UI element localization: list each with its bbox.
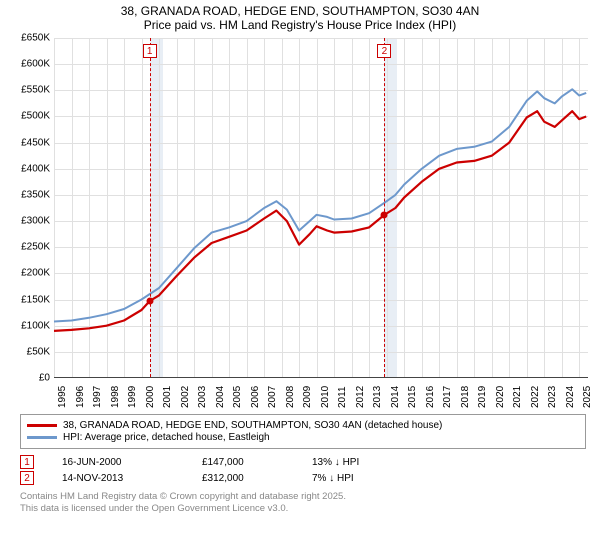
x-tick-label: 2015 (407, 386, 418, 408)
legend-swatch (27, 424, 57, 427)
x-tick-label: 2023 (547, 386, 558, 408)
y-tick-label: £150K (8, 294, 50, 305)
x-tick-label: 2024 (565, 386, 576, 408)
sale-row: 1 16-JUN-2000 £147,000 13% ↓ HPI (20, 455, 586, 469)
legend-item-price-paid: 38, GRANADA ROAD, HEDGE END, SOUTHAMPTON… (27, 420, 579, 431)
y-tick-label: £450K (8, 137, 50, 148)
legend-label: HPI: Average price, detached house, East… (63, 432, 270, 443)
sale-marker-flag: 1 (143, 44, 157, 58)
y-tick-label: £100K (8, 320, 50, 331)
series-price_paid (54, 111, 586, 331)
x-tick-label: 2008 (285, 386, 296, 408)
y-tick-label: £400K (8, 163, 50, 174)
legend: 38, GRANADA ROAD, HEDGE END, SOUTHAMPTON… (20, 414, 586, 449)
y-tick-label: £200K (8, 268, 50, 279)
x-tick-label: 2002 (180, 386, 191, 408)
sales-table: 1 16-JUN-2000 £147,000 13% ↓ HPI 2 14-NO… (20, 455, 586, 485)
x-tick-label: 1998 (110, 386, 121, 408)
y-tick-label: £0 (8, 373, 50, 384)
sale-dot (381, 211, 388, 218)
x-tick-label: 2006 (250, 386, 261, 408)
series-svg (54, 38, 588, 378)
x-tick-label: 2025 (582, 386, 593, 408)
footer-attribution: Contains HM Land Registry data © Crown c… (20, 491, 592, 516)
x-tick-label: 1999 (127, 386, 138, 408)
sale-dot (146, 298, 153, 305)
title-line-2: Price paid vs. HM Land Registry's House … (8, 18, 592, 32)
x-tick-label: 2018 (460, 386, 471, 408)
chart-container: 38, GRANADA ROAD, HEDGE END, SOUTHAMPTON… (0, 0, 600, 516)
title-line-1: 38, GRANADA ROAD, HEDGE END, SOUTHAMPTON… (8, 4, 592, 18)
y-tick-label: £600K (8, 59, 50, 70)
y-tick-label: £500K (8, 111, 50, 122)
x-tick-label: 2016 (425, 386, 436, 408)
x-tick-label: 2003 (197, 386, 208, 408)
plot-area: £0£50K£100K£150K£200K£250K£300K£350K£400… (54, 38, 588, 378)
x-tick-label: 2020 (495, 386, 506, 408)
x-tick-label: 1996 (75, 386, 86, 408)
y-tick-label: £50K (8, 346, 50, 357)
y-tick-label: £650K (8, 33, 50, 44)
sale-marker-icon: 2 (20, 471, 34, 485)
x-tick-label: 2019 (477, 386, 488, 408)
legend-swatch (27, 436, 57, 439)
legend-label: 38, GRANADA ROAD, HEDGE END, SOUTHAMPTON… (63, 420, 442, 431)
footer-line-1: Contains HM Land Registry data © Crown c… (20, 491, 592, 503)
sale-price: £312,000 (202, 473, 312, 484)
x-tick-label: 2004 (215, 386, 226, 408)
sale-date: 14-NOV-2013 (62, 473, 202, 484)
sale-marker-line (384, 38, 385, 377)
x-tick-label: 2009 (302, 386, 313, 408)
title-block: 38, GRANADA ROAD, HEDGE END, SOUTHAMPTON… (8, 4, 592, 32)
sale-row: 2 14-NOV-2013 £312,000 7% ↓ HPI (20, 471, 586, 485)
x-tick-label: 2007 (267, 386, 278, 408)
series-hpi (54, 89, 586, 321)
legend-item-hpi: HPI: Average price, detached house, East… (27, 432, 579, 443)
y-tick-label: £350K (8, 189, 50, 200)
x-tick-label: 2014 (390, 386, 401, 408)
sale-marker-icon: 1 (20, 455, 34, 469)
x-tick-label: 2005 (232, 386, 243, 408)
x-tick-label: 2011 (337, 386, 348, 408)
x-tick-label: 2022 (530, 386, 541, 408)
x-tick-label: 1997 (92, 386, 103, 408)
sale-marker-line (150, 38, 151, 377)
y-tick-label: £550K (8, 85, 50, 96)
x-axis: 1995 1996 1997 1998 1999 2000 2001 2002 2003 2004… (54, 378, 588, 412)
x-tick-label: 2017 (442, 386, 453, 408)
sale-hpi-diff: 13% ↓ HPI (312, 457, 422, 468)
y-tick-label: £250K (8, 242, 50, 253)
x-tick-label: 1995 (57, 386, 68, 408)
sale-price: £147,000 (202, 457, 312, 468)
x-tick-label: 2013 (372, 386, 383, 408)
x-tick-label: 2001 (162, 386, 173, 408)
sale-date: 16-JUN-2000 (62, 457, 202, 468)
x-tick-label: 2000 (145, 386, 156, 408)
sale-marker-flag: 2 (377, 44, 391, 58)
y-tick-label: £300K (8, 216, 50, 227)
sale-hpi-diff: 7% ↓ HPI (312, 473, 422, 484)
x-tick-label: 2021 (512, 386, 523, 408)
x-tick-label: 2010 (320, 386, 331, 408)
x-tick-label: 2012 (355, 386, 366, 408)
footer-line-2: This data is licensed under the Open Gov… (20, 503, 592, 515)
